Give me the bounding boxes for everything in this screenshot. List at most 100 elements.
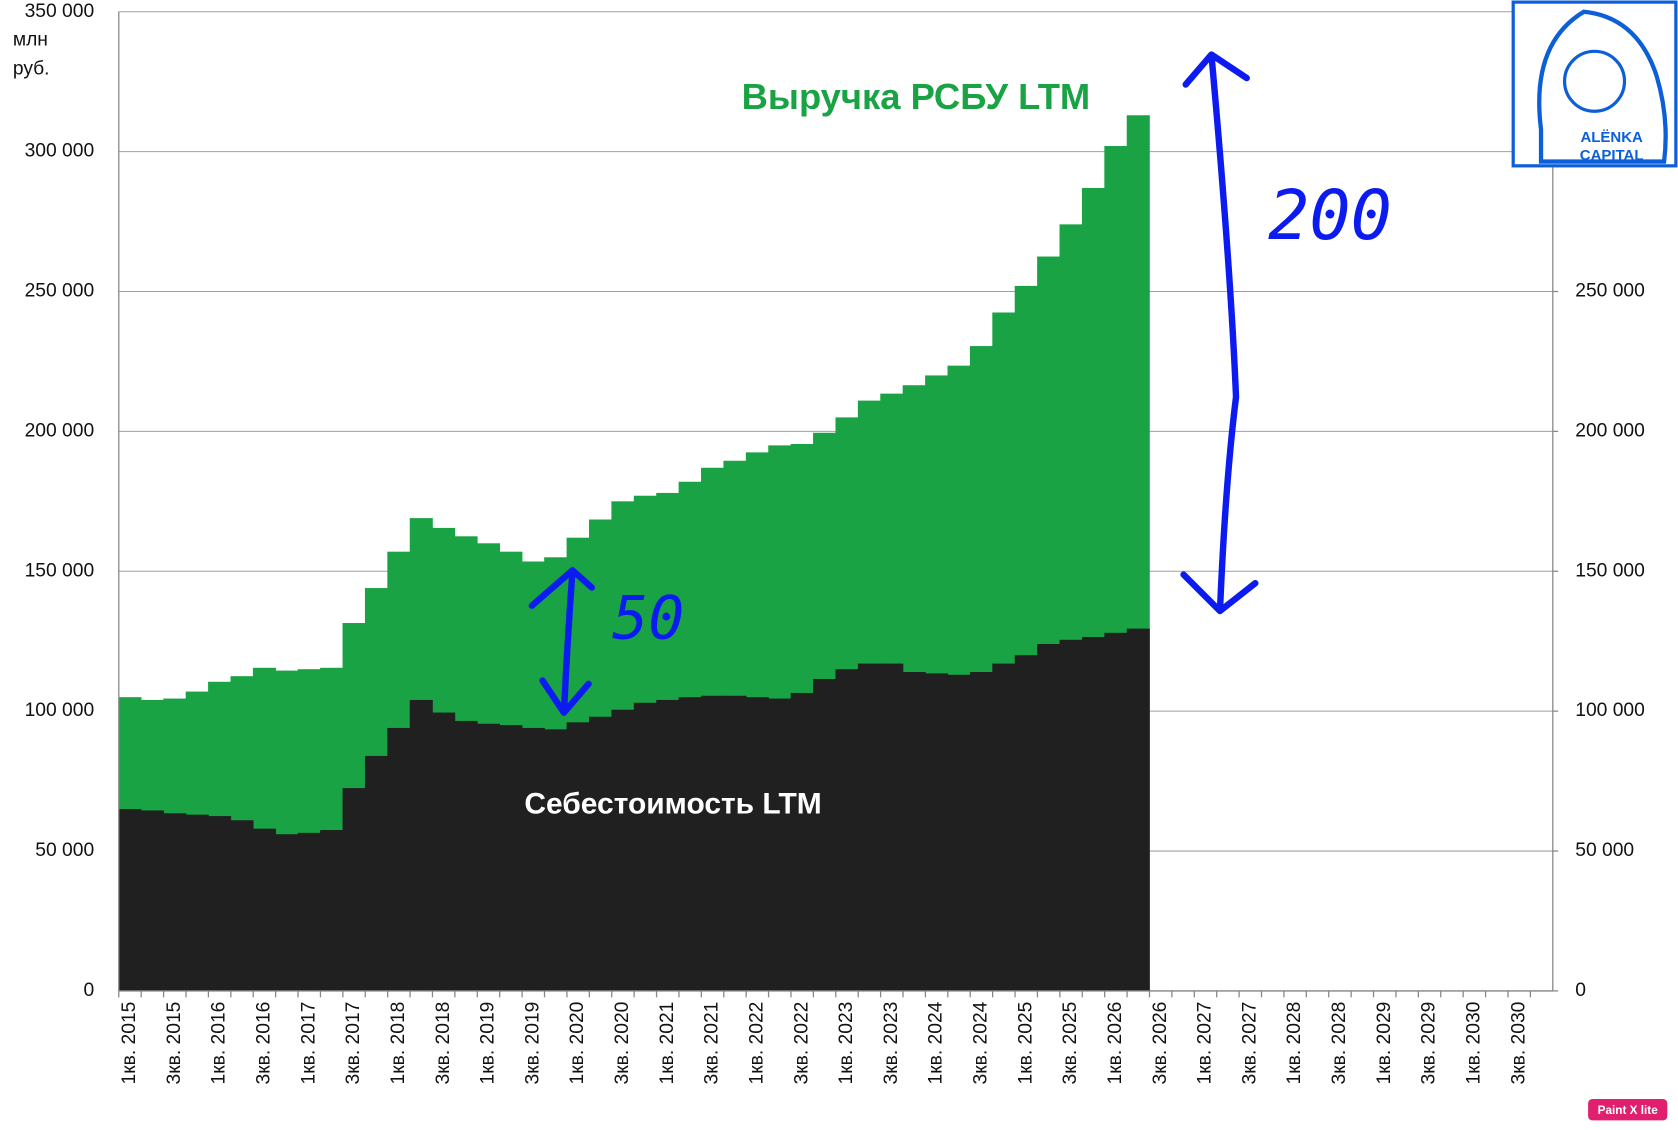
x-tick-label: 3кв. 2022: [791, 1002, 812, 1085]
y-tick-label: 0: [83, 980, 94, 1001]
plot-front: 1кв. 2015 3кв. 2015 1кв. 2016 3кв. 2016 1кв.…: [118, 11, 1554, 1085]
area-step: [1014, 655, 1038, 991]
x-tick-label: 3кв. 2026: [1150, 1002, 1171, 1085]
x-tick-label: 1кв. 2029: [1374, 1002, 1395, 1085]
y2-tick-label: 150 000: [1575, 560, 1645, 581]
y-tick-label: 50 000: [35, 840, 94, 861]
x-tick-label: 1кв. 2025: [1015, 1002, 1036, 1085]
area-step: [1104, 632, 1128, 991]
annotation: 50: [612, 583, 684, 653]
area-step: [454, 720, 478, 991]
y2-tick-label: 250 000: [1575, 281, 1645, 302]
x-tick-label: 1кв. 2023: [836, 1002, 857, 1085]
y2-tick-label: 200 000: [1575, 420, 1645, 441]
x-tick-label: 1кв. 2024: [926, 1001, 947, 1084]
x-tick-label: 3кв. 2025: [1060, 1002, 1081, 1085]
y-tick-label: 350 000: [25, 1, 95, 22]
area-step: [320, 830, 344, 991]
y2-tick-label: 100 000: [1575, 700, 1645, 721]
area-step: [140, 810, 164, 991]
area-step: [857, 663, 881, 991]
y-tick-label: 250 000: [25, 281, 95, 302]
arrow: [1180, 51, 1259, 615]
x-tick-label: 1кв. 2019: [478, 1002, 499, 1085]
area-step: [297, 832, 321, 991]
area-step: [342, 788, 366, 991]
logo-text: CAPITAL: [1580, 147, 1644, 164]
annotation: 200: [1268, 176, 1392, 256]
area-step: [947, 674, 971, 991]
x-tick-label: 1кв. 2017: [298, 1002, 319, 1085]
x-tick-label: 1кв. 2016: [209, 1002, 230, 1085]
logo-text: ALЁNKA: [1580, 129, 1643, 146]
area-step: [544, 729, 568, 991]
y2-tick-label: 50 000: [1575, 840, 1634, 861]
area-step: [432, 712, 456, 991]
annotation: Выручка РСБУ LTM: [742, 76, 1091, 117]
area-step: [588, 716, 613, 991]
x-tick-label: 3кв. 2024: [971, 1001, 992, 1084]
area-step: [701, 695, 725, 991]
area-step: [1059, 639, 1083, 991]
x-tick-label: 1кв. 2020: [567, 1002, 588, 1085]
area-step: [902, 671, 926, 991]
area-step: [723, 695, 747, 991]
x-tick-label: 1кв. 2026: [1105, 1002, 1126, 1085]
area-step: [969, 671, 993, 991]
area-step: [1037, 644, 1061, 991]
x-tick-label: 3кв. 2030: [1508, 1002, 1529, 1085]
area-step: [745, 697, 769, 991]
x-tick-label: 3кв. 2016: [254, 1002, 275, 1085]
x-tick-label: 3кв. 2027: [1239, 1002, 1260, 1085]
x-tick-label: 3кв. 2021: [702, 1002, 723, 1085]
arrow: [528, 567, 596, 716]
annotation: Себестоимость LTM: [524, 788, 821, 821]
area-step: [656, 699, 680, 991]
area-step: [611, 709, 635, 991]
x-tick-label: 3кв. 2028: [1329, 1002, 1350, 1085]
area-step: [566, 722, 590, 991]
area-step: [230, 820, 254, 991]
area-step: [118, 809, 142, 991]
y-tick-label: 100 000: [25, 700, 95, 721]
area-step: [476, 723, 501, 991]
y2-tick-label: 0: [1575, 980, 1586, 1001]
x-tick-label: 1кв. 2027: [1195, 1002, 1216, 1085]
area-step: [835, 669, 859, 991]
area-step: [1081, 637, 1105, 991]
y-unit: руб.: [13, 59, 50, 80]
area-step: [163, 813, 187, 991]
area-step: [790, 692, 814, 991]
x-tick-label: 1кв. 2022: [746, 1002, 767, 1085]
area-step: [364, 755, 388, 991]
area-step: [208, 816, 232, 991]
watermark-box: [1588, 1099, 1668, 1121]
watermark: Paint X lite: [1598, 1104, 1659, 1117]
area-step: [521, 727, 545, 991]
area-step: [252, 828, 276, 991]
x-tick-label: 3кв. 2015: [164, 1002, 185, 1085]
x-tick-label: 3кв. 2020: [612, 1002, 633, 1085]
x-tick-label: 1кв. 2015: [119, 1002, 140, 1085]
x-tick-label: 1кв. 2028: [1284, 1002, 1305, 1085]
logo-face: [1562, 49, 1627, 113]
area-step: [387, 727, 411, 991]
x-tick-label: 3кв. 2019: [522, 1002, 543, 1085]
x-tick-label: 1кв. 2030: [1463, 1002, 1484, 1085]
area-step: [185, 814, 209, 991]
area-step: [409, 699, 433, 991]
logo: ALЁNKA CAPITAL: [1511, 0, 1678, 168]
area-step: [678, 697, 702, 991]
x-tick-label: 3кв. 2017: [343, 1002, 364, 1085]
x-tick-label: 3кв. 2023: [881, 1002, 902, 1085]
area-step: [768, 698, 792, 991]
y-tick-label: 150 000: [25, 560, 95, 581]
area-step: [880, 663, 904, 991]
area-step: [275, 834, 299, 991]
area-step: [1126, 628, 1150, 991]
x-tick-label: 3кв. 2018: [433, 1002, 454, 1085]
y-tick-label: 200 000: [25, 420, 95, 441]
area-step: [813, 678, 837, 991]
